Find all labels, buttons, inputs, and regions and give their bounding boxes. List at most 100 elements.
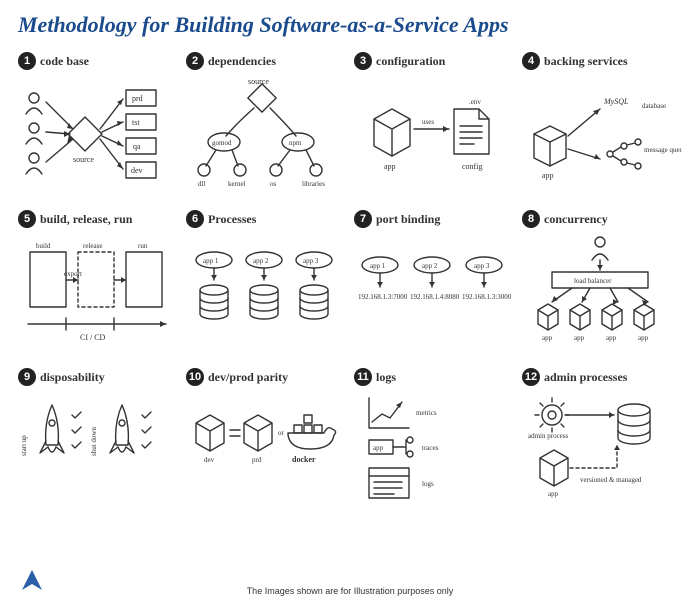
svg-text:qa: qa: [133, 142, 141, 151]
badge-10: 10: [186, 368, 204, 386]
factor-logs: 11 logs metrics app traces logs: [354, 368, 514, 518]
svg-text:tst: tst: [132, 118, 140, 127]
factor-processes: 6 Processes app 1 app 2 app 3: [186, 210, 346, 360]
badge-2: 2: [186, 52, 204, 70]
badge-7: 7: [354, 210, 372, 228]
factor-title: code base: [40, 54, 89, 69]
svg-text:app: app: [384, 162, 396, 171]
factor-title: logs: [376, 370, 396, 385]
factor-portbinding: 7 port binding app 1 192.168.1.3:7000 app…: [354, 210, 514, 360]
factor-parity: 10 dev/prod parity dev prd or docker: [186, 368, 346, 518]
svg-text:app 2: app 2: [253, 257, 269, 265]
svg-text:app 2: app 2: [422, 262, 438, 270]
factor-admin: 12 admin processes admin process app vers…: [522, 368, 682, 518]
factor-dependencies: 2 dependencies source gomod npm dll kerne…: [186, 52, 346, 202]
badge-4: 4: [522, 52, 540, 70]
concurrency-diagram: load balancer app app app app: [522, 232, 682, 352]
factor-configuration: 3configuration app uses .env config: [354, 52, 514, 202]
svg-text:app: app: [638, 334, 649, 342]
svg-text:192.168.1.4:8080: 192.168.1.4:8080: [410, 293, 460, 301]
svg-text:os: os: [270, 180, 277, 188]
svg-text:docker: docker: [292, 455, 316, 464]
svg-text:config: config: [462, 162, 482, 171]
svg-text:versioned & managed: versioned & managed: [580, 476, 642, 484]
svg-text:uses: uses: [422, 118, 434, 126]
factor-disposability: 9 disposability start up shut down: [18, 368, 178, 518]
dispose-diagram: start up shut down: [18, 390, 178, 510]
svg-text:dev: dev: [204, 456, 215, 464]
backing-diagram: app MySQL database message queues: [522, 74, 682, 194]
svg-text:gomod: gomod: [212, 139, 232, 147]
svg-text:app: app: [606, 334, 617, 342]
processes-diagram: app 1 app 2 app 3: [186, 232, 346, 352]
svg-text:metrics: metrics: [416, 409, 437, 417]
svg-text:app: app: [548, 490, 559, 498]
svg-text:app: app: [373, 444, 384, 452]
svg-text:npm: npm: [289, 139, 302, 147]
svg-text:app: app: [574, 334, 585, 342]
svg-text:or: or: [278, 429, 285, 437]
page-title: Methodology for Building Software-as-a-S…: [18, 12, 682, 38]
factor-title: port binding: [376, 212, 440, 227]
badge-5: 5: [18, 210, 36, 228]
factor-backing: 4 backing services app MySQL database mes…: [522, 52, 682, 202]
factor-grid: 1 code base source: [18, 52, 682, 518]
svg-text:logs: logs: [422, 480, 434, 488]
svg-text:app: app: [542, 171, 554, 180]
build-diagram: build release run export CI / CD: [18, 232, 178, 352]
svg-text:CI / CD: CI / CD: [80, 333, 106, 342]
badge-1: 1: [18, 52, 36, 70]
factor-title: concurrency: [544, 212, 608, 227]
svg-text:message queues: message queues: [644, 146, 682, 154]
svg-text:release: release: [83, 242, 102, 250]
svg-text:source: source: [73, 155, 94, 164]
config-diagram: app uses .env config: [354, 74, 514, 194]
port-diagram: app 1 192.168.1.3:7000 app 2 192.168.1.4…: [354, 232, 514, 352]
svg-text:kernel: kernel: [228, 180, 246, 188]
svg-text:MySQL: MySQL: [603, 97, 629, 106]
svg-text:build: build: [36, 242, 51, 250]
svg-text:admin process: admin process: [528, 432, 569, 440]
factor-title: dev/prod parity: [208, 370, 288, 385]
svg-text:dev: dev: [131, 166, 143, 175]
admin-diagram: admin process app versioned & managed: [522, 390, 682, 510]
factor-title: build, release, run: [40, 212, 132, 227]
factor-codebase: 1 code base source: [18, 52, 178, 202]
svg-text:load balancer: load balancer: [574, 277, 612, 285]
svg-text:run: run: [138, 242, 148, 250]
svg-text:prd: prd: [252, 456, 262, 464]
factor-title: admin processes: [544, 370, 627, 385]
factor-title: disposability: [40, 370, 105, 385]
svg-text:192.168.1.3:3000: 192.168.1.3:3000: [462, 293, 512, 301]
svg-text:app: app: [542, 334, 553, 342]
svg-text:app 3: app 3: [474, 262, 490, 270]
footer-caption: The Images shown are for Illustration pu…: [0, 586, 700, 596]
factor-concurrency: 8concurrency load balancer app app app a…: [522, 210, 682, 360]
codebase-diagram: source prd tst qa dev: [18, 74, 178, 194]
svg-text:export: export: [64, 270, 82, 278]
svg-text:prd: prd: [132, 94, 143, 103]
badge-11: 11: [354, 368, 372, 386]
svg-text:libraries: libraries: [302, 180, 325, 188]
svg-text:app 3: app 3: [303, 257, 319, 265]
factor-title: Processes: [208, 212, 256, 227]
svg-text:app 1: app 1: [370, 262, 386, 270]
factor-title: backing services: [544, 54, 628, 69]
logs-diagram: metrics app traces logs: [354, 390, 514, 510]
svg-text:start up: start up: [20, 435, 28, 456]
svg-text:database: database: [642, 102, 666, 110]
badge-12: 12: [522, 368, 540, 386]
svg-text:dll: dll: [198, 180, 205, 188]
parity-diagram: dev prd or docker: [186, 390, 346, 510]
svg-text:192.168.1.3:7000: 192.168.1.3:7000: [358, 293, 408, 301]
svg-text:source: source: [248, 77, 269, 86]
factor-build: 5 build, release, run build release run e…: [18, 210, 178, 360]
svg-text:app 1: app 1: [203, 257, 219, 265]
badge-6: 6: [186, 210, 204, 228]
factor-title: dependencies: [208, 54, 276, 69]
badge-9: 9: [18, 368, 36, 386]
svg-text:.env: .env: [469, 98, 481, 106]
svg-text:traces: traces: [422, 444, 439, 452]
factor-title: configuration: [376, 54, 445, 69]
deps-diagram: source gomod npm dll kernel os libraries: [186, 74, 346, 194]
